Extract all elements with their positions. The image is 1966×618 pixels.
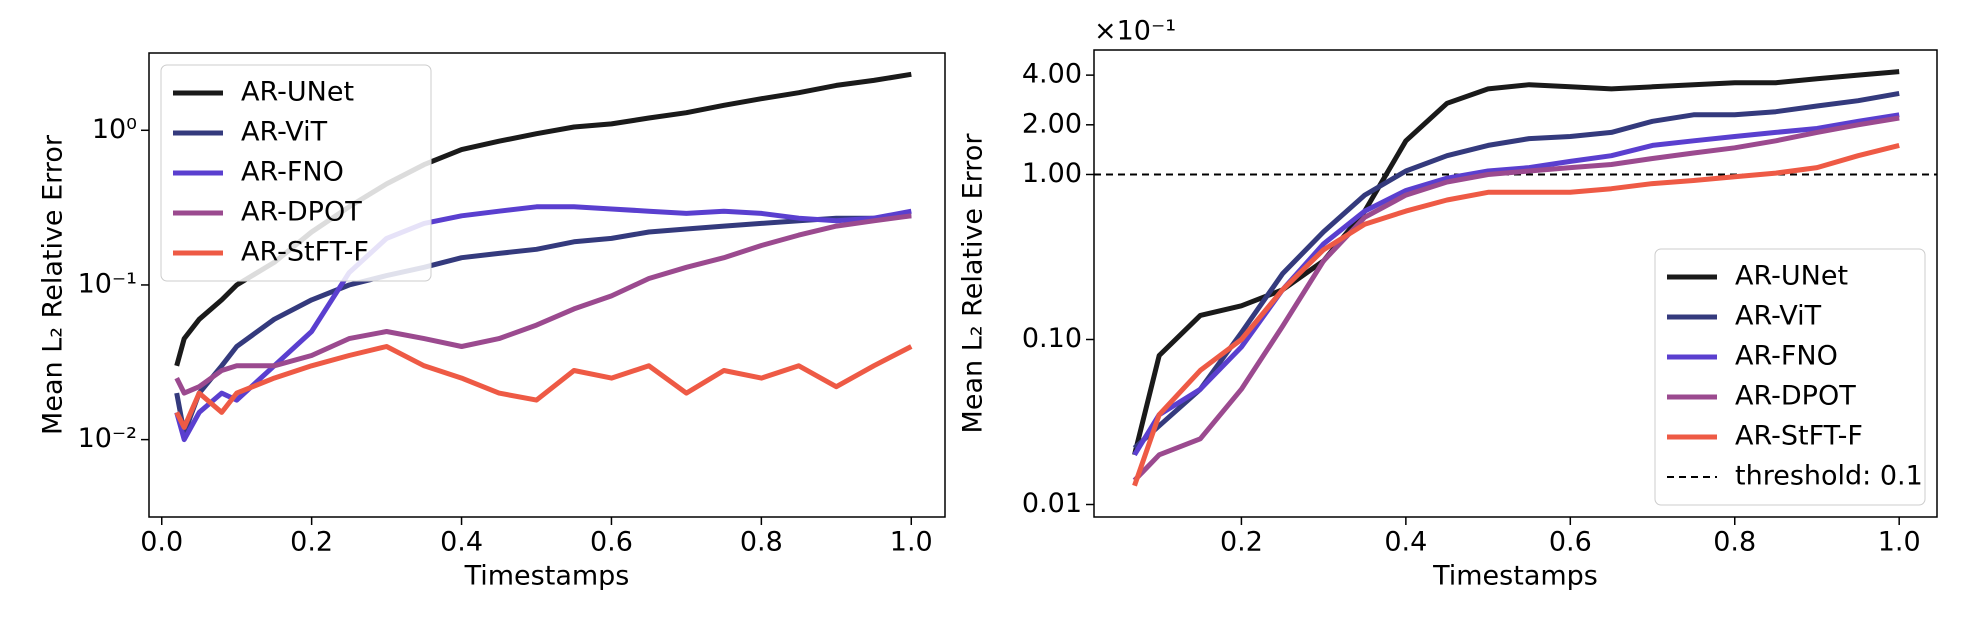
x-tick-label: 0.4	[440, 527, 483, 558]
legend-box	[160, 64, 432, 282]
x-tick-label: 0.6	[590, 527, 633, 558]
y-tick-label: 1.00	[1022, 158, 1082, 189]
x-tick-label: 0.2	[290, 527, 333, 558]
legend-label: AR-ViT	[241, 117, 328, 148]
x-axis-label: Timestamps	[1432, 561, 1598, 592]
legend-label: AR-FNO	[241, 157, 344, 188]
y-tick-label: 10⁻¹	[78, 268, 137, 299]
legend-label: AR-UNet	[1735, 261, 1848, 292]
series-line	[174, 71, 912, 367]
y-tick-label: 0.10	[1022, 323, 1082, 354]
legend-label: AR-FNO	[1735, 341, 1838, 372]
y-tick-label: 0.01	[1022, 488, 1082, 519]
plot-frame	[148, 52, 946, 518]
offset-text: ×10⁻¹	[1094, 16, 1176, 47]
legend-label: AR-UNet	[241, 77, 354, 108]
series-line	[174, 213, 912, 436]
x-tick-label: 0.8	[1713, 527, 1756, 558]
y-tick-label: 4.00	[1022, 59, 1082, 90]
series-line	[1132, 112, 1900, 457]
legend-label: AR-DPOT	[241, 197, 362, 228]
legend-label: AR-StFT-F	[1735, 421, 1863, 452]
plot-frame	[1093, 49, 1938, 518]
series-line	[174, 213, 912, 396]
legend-label: AR-DPOT	[1735, 381, 1856, 412]
legend-box	[1654, 248, 1926, 506]
series-line	[174, 344, 913, 430]
legend-label: threshold: 0.1	[1735, 461, 1923, 492]
legend-label: AR-ViT	[1735, 301, 1822, 332]
series-line	[1132, 115, 1900, 483]
x-tick-label: 0.6	[1549, 527, 1592, 558]
series-line	[1132, 90, 1900, 450]
x-tick-label: 0.0	[140, 527, 183, 558]
x-axis-label: Timestamps	[464, 561, 630, 592]
x-tick-label: 0.2	[1220, 527, 1263, 558]
x-tick-label: 1.0	[1878, 527, 1921, 558]
y-tick-label: 10⁻²	[78, 423, 137, 454]
series-line	[1132, 142, 1900, 487]
y-tick-label: 10⁰	[92, 114, 137, 145]
y-axis-label: Mean L₂ Relative Error	[958, 133, 989, 434]
x-tick-label: 0.8	[740, 527, 783, 558]
legend-label: AR-StFT-F	[241, 237, 369, 268]
x-tick-label: 0.4	[1384, 527, 1427, 558]
x-tick-label: 1.0	[890, 527, 933, 558]
y-axis-label: Mean L₂ Relative Error	[38, 134, 69, 435]
series-line	[1132, 69, 1900, 456]
y-tick-label: 2.00	[1022, 108, 1082, 139]
